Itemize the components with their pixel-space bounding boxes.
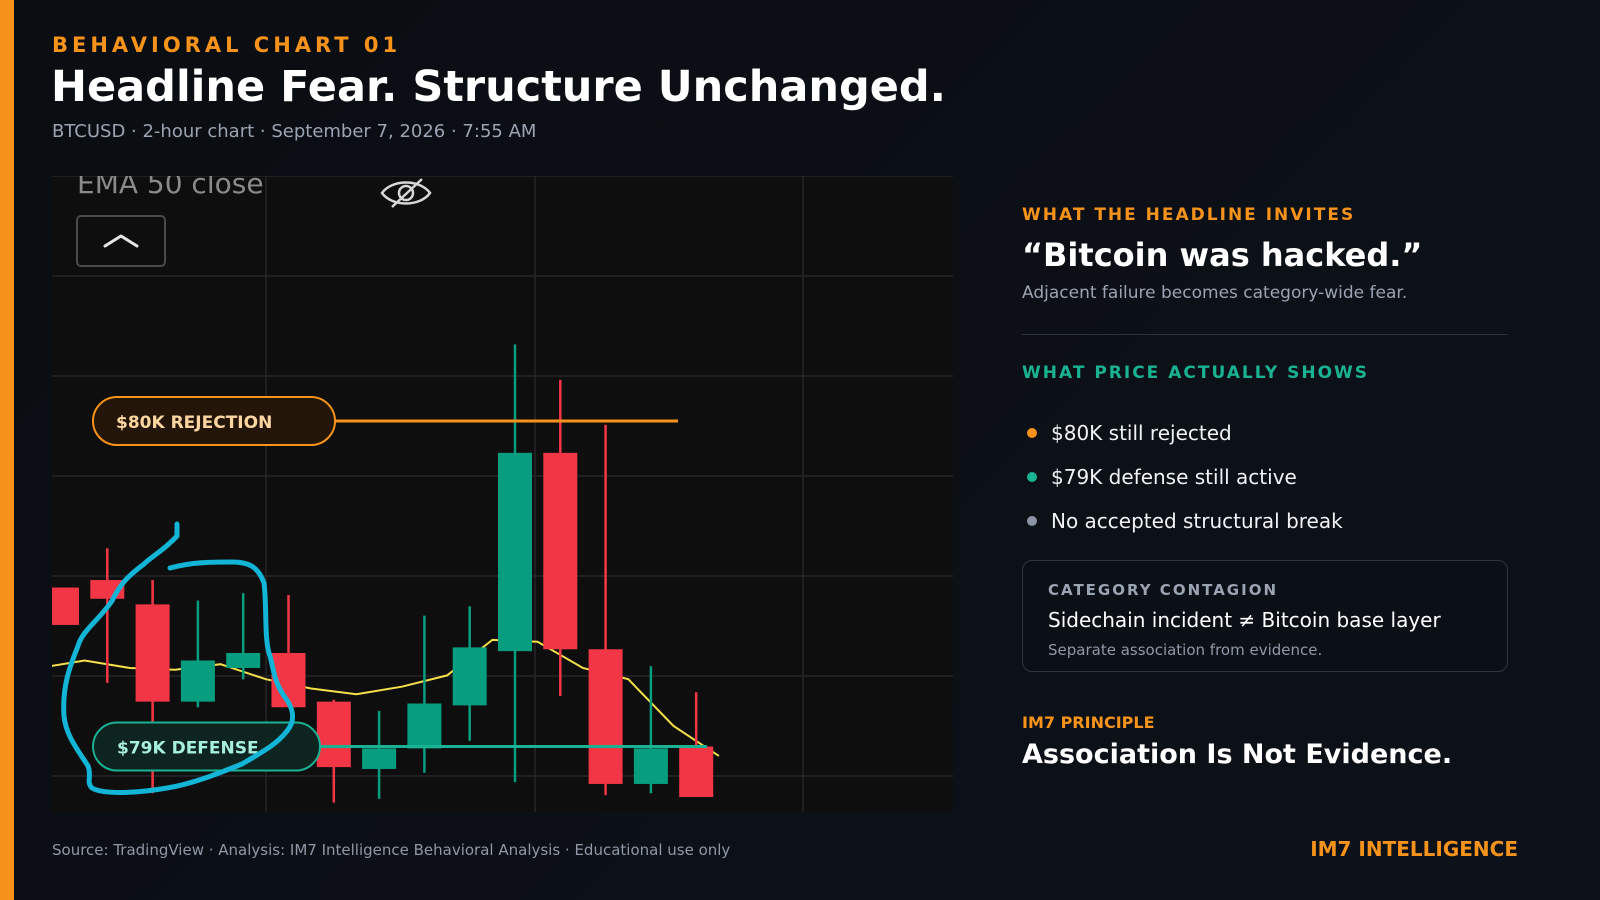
headline-note: Adjacent failure becomes category-wide f… (1022, 283, 1408, 303)
candle-body (316, 701, 351, 768)
source-note: Source: TradingView · Analysis: IM7 Inte… (52, 841, 731, 859)
candle-body (407, 703, 442, 749)
brand-logo: IM7 INTELLIGENCE (1310, 837, 1518, 861)
candle-body (498, 452, 532, 652)
contagion-card: CATEGORY CONTAGION Sidechain incident ≠ … (1022, 560, 1508, 672)
bullet-dot-icon (1027, 428, 1037, 438)
candlestick-chart: $80K REJECTION $79K DEFENSE EMA 50 close (52, 176, 953, 812)
principle-eyebrow: IM7 PRINCIPLE (1022, 713, 1155, 732)
candle-body (588, 649, 623, 784)
defense-label: $79K DEFENSE (117, 739, 259, 759)
candle-body (52, 587, 79, 625)
hand-drawn-circle (61, 521, 296, 795)
bullet-dot-icon (1027, 472, 1037, 482)
candle-body (135, 604, 170, 702)
bullet-text: $79K defense still active (1051, 465, 1297, 489)
defense-label-pill (92, 721, 321, 772)
chart-eyebrow: BEHAVIORAL CHART 01 (52, 33, 402, 57)
rejection-label: $80K REJECTION (116, 413, 272, 433)
price-eyebrow: WHAT PRICE ACTUALLY SHOWS (1022, 363, 1370, 383)
bullet-item: No accepted structural break (1022, 499, 1343, 543)
collapse-button[interactable] (76, 215, 166, 267)
contagion-eyebrow: CATEGORY CONTAGION (1048, 581, 1278, 599)
rejection-label-pill (92, 396, 336, 447)
bullet-item: $80K still rejected (1022, 411, 1343, 455)
candle-body (226, 653, 261, 668)
principle-main: Association Is Not Evidence. (1022, 739, 1453, 770)
indicator-label: EMA 50 close (77, 176, 264, 200)
candle-body (679, 746, 714, 798)
page-title: Headline Fear. Structure Unchanged. (51, 62, 947, 112)
contagion-main: Sidechain incident ≠ Bitcoin base layer (1048, 608, 1441, 632)
page-subtitle: BTCUSD · 2-hour chart · September 7, 202… (52, 121, 537, 142)
headline-quote: “Bitcoin was hacked.” (1022, 236, 1423, 274)
candle-body (362, 748, 397, 769)
price-bullets: $80K still rejected $79K defense still a… (1022, 411, 1343, 543)
candle-body (452, 647, 487, 706)
collapse-button-frame (76, 215, 166, 267)
candle-body (543, 452, 578, 650)
contagion-note: Separate association from evidence. (1048, 641, 1323, 659)
candle-body (180, 660, 215, 702)
bullet-dot-icon (1027, 516, 1037, 526)
candle-body (633, 748, 668, 784)
accent-bar (0, 0, 14, 900)
chart-panel: $80K REJECTION $79K DEFENSE EMA 50 close (52, 176, 953, 812)
eye-slash-icon (380, 178, 432, 208)
divider (1022, 334, 1508, 335)
bullet-text: No accepted structural break (1051, 509, 1343, 533)
bullet-text: $80K still rejected (1051, 421, 1232, 445)
bullet-item: $79K defense still active (1022, 455, 1343, 499)
chevron-up-icon (103, 234, 139, 248)
headline-eyebrow: WHAT THE HEADLINE INVITES (1022, 205, 1356, 225)
